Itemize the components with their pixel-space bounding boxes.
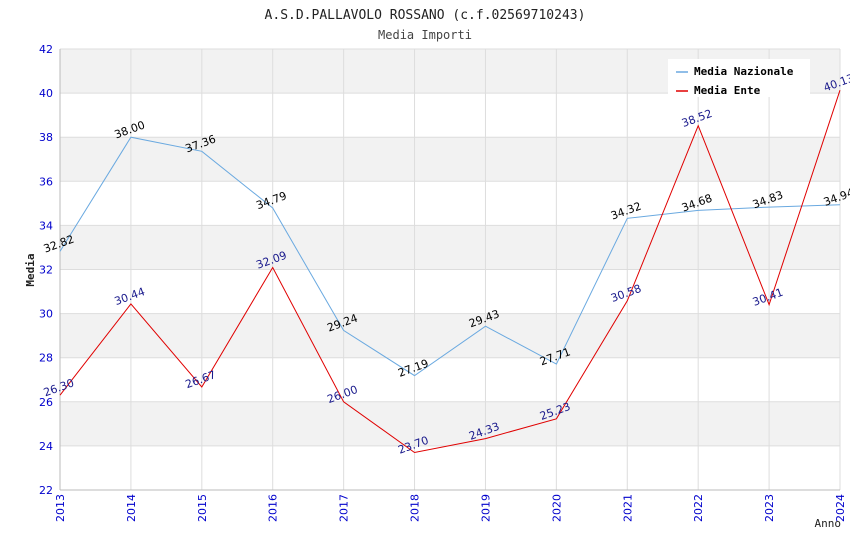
x-tick-label: 2017 xyxy=(338,494,351,522)
x-tick-label: 2022 xyxy=(692,494,705,522)
series-lines xyxy=(59,90,841,454)
y-tick-label: 32 xyxy=(39,264,53,277)
y-tick-label: 34 xyxy=(39,219,53,232)
x-tick-label: 2021 xyxy=(621,494,634,522)
y-tick-label: 30 xyxy=(39,308,53,321)
plot-band xyxy=(60,93,840,138)
plot-band xyxy=(60,225,840,270)
y-tick-label: 38 xyxy=(39,131,53,144)
legend-label-media-ente: Media Ente xyxy=(694,84,761,97)
series-line-media-ente xyxy=(59,90,841,454)
x-tick-label: 2019 xyxy=(479,494,492,522)
plot-band xyxy=(60,401,840,446)
series-line-media-nazionale xyxy=(59,136,841,377)
chart-title: A.S.D.PALLAVOLO ROSSANO (c.f.02569710243… xyxy=(265,8,586,23)
y-tick-label: 24 xyxy=(39,440,53,453)
x-tick-label: 2023 xyxy=(763,494,776,522)
x-tick-label: 2020 xyxy=(550,494,563,522)
x-tick-label: 2024 xyxy=(834,494,847,522)
y-tick-label: 28 xyxy=(39,352,53,365)
x-axis-label: Anno xyxy=(815,517,842,530)
x-tick-labels: 2013 2014 2015 2016 2017 2018 2019 2020 2021 2022… xyxy=(54,494,847,522)
x-tick-label: 2016 xyxy=(267,494,280,522)
y-tick-label: 22 xyxy=(39,484,53,497)
x-tick-label: 2013 xyxy=(54,494,67,522)
y-tick-label: 42 xyxy=(39,43,53,56)
x-tick-label: 2015 xyxy=(196,494,209,522)
chart-subtitle: Media Importi xyxy=(378,28,472,42)
y-tick-label: 40 xyxy=(39,87,53,100)
x-tick-label: 2014 xyxy=(125,494,138,522)
x-tick-label: 2018 xyxy=(409,494,422,522)
y-axis-label: Media xyxy=(24,253,37,286)
y-tick-label: 26 xyxy=(39,396,53,409)
plot-band xyxy=(60,357,840,402)
y-tick-label: 36 xyxy=(39,175,53,188)
legend-box xyxy=(668,59,810,97)
y-tick-labels: 22 24 26 28 30 32 34 36 38 40 42 xyxy=(39,43,53,497)
legend: Media Nazionale Media Ente xyxy=(668,59,810,97)
plot-bands xyxy=(60,49,840,490)
plot-band xyxy=(60,137,840,182)
legend-label-media-nazionale: Media Nazionale xyxy=(694,65,794,78)
plot-band xyxy=(60,181,840,226)
plot-band xyxy=(60,269,840,314)
plot-band xyxy=(60,445,840,490)
plot-grid xyxy=(59,48,841,491)
